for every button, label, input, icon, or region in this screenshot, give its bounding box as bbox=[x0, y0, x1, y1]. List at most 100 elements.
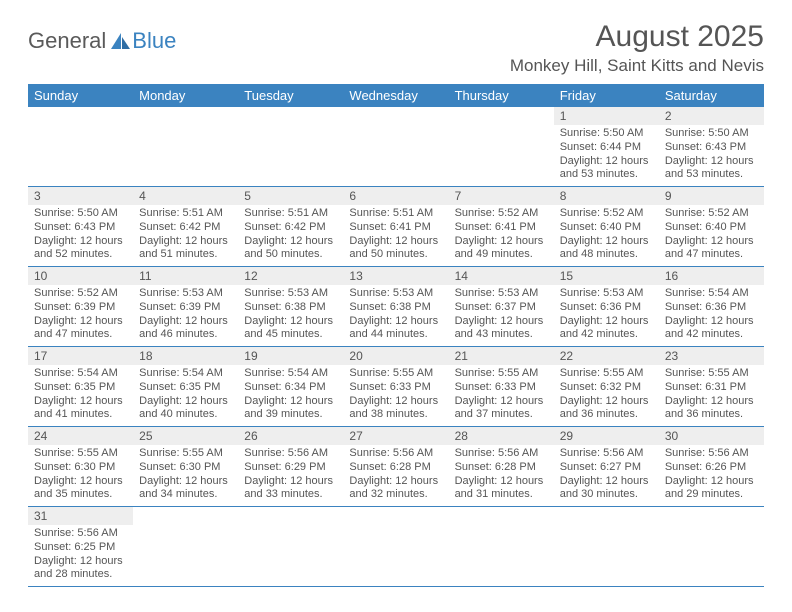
day-body: Sunrise: 5:53 AMSunset: 6:38 PMDaylight:… bbox=[238, 285, 343, 346]
calendar-cell bbox=[343, 507, 448, 587]
day-number: 20 bbox=[343, 347, 448, 365]
calendar-cell: 7Sunrise: 5:52 AMSunset: 6:41 PMDaylight… bbox=[449, 187, 554, 267]
calendar-cell: 22Sunrise: 5:55 AMSunset: 6:32 PMDayligh… bbox=[554, 347, 659, 427]
sunrise-line: Sunrise: 5:55 AM bbox=[349, 367, 442, 381]
day-number: 19 bbox=[238, 347, 343, 365]
day-number: 12 bbox=[238, 267, 343, 285]
day-number: 27 bbox=[343, 427, 448, 445]
sunrise-line: Sunrise: 5:51 AM bbox=[244, 207, 337, 221]
weekday-header: Tuesday bbox=[238, 84, 343, 107]
day-body: Sunrise: 5:54 AMSunset: 6:35 PMDaylight:… bbox=[28, 365, 133, 426]
day-body: Sunrise: 5:56 AMSunset: 6:28 PMDaylight:… bbox=[343, 445, 448, 506]
calendar-cell: 20Sunrise: 5:55 AMSunset: 6:33 PMDayligh… bbox=[343, 347, 448, 427]
daylight-line: Daylight: 12 hours and 36 minutes. bbox=[560, 395, 653, 423]
sunset-line: Sunset: 6:32 PM bbox=[560, 381, 653, 395]
calendar-cell bbox=[238, 507, 343, 587]
day-body: Sunrise: 5:53 AMSunset: 6:39 PMDaylight:… bbox=[133, 285, 238, 346]
sunset-line: Sunset: 6:41 PM bbox=[455, 221, 548, 235]
weekday-header-row: SundayMondayTuesdayWednesdayThursdayFrid… bbox=[28, 84, 764, 107]
day-body: Sunrise: 5:53 AMSunset: 6:36 PMDaylight:… bbox=[554, 285, 659, 346]
daylight-line: Daylight: 12 hours and 33 minutes. bbox=[244, 475, 337, 503]
sunset-line: Sunset: 6:37 PM bbox=[455, 301, 548, 315]
day-number: 3 bbox=[28, 187, 133, 205]
calendar-row: 1Sunrise: 5:50 AMSunset: 6:44 PMDaylight… bbox=[28, 107, 764, 187]
day-number: 6 bbox=[343, 187, 448, 205]
day-number: 17 bbox=[28, 347, 133, 365]
daylight-line: Daylight: 12 hours and 40 minutes. bbox=[139, 395, 232, 423]
calendar-cell bbox=[238, 107, 343, 187]
daylight-line: Daylight: 12 hours and 48 minutes. bbox=[560, 235, 653, 263]
logo: General Blue bbox=[28, 28, 176, 54]
daylight-line: Daylight: 12 hours and 52 minutes. bbox=[34, 235, 127, 263]
day-body: Sunrise: 5:54 AMSunset: 6:36 PMDaylight:… bbox=[659, 285, 764, 346]
day-number: 14 bbox=[449, 267, 554, 285]
daylight-line: Daylight: 12 hours and 46 minutes. bbox=[139, 315, 232, 343]
daylight-line: Daylight: 12 hours and 50 minutes. bbox=[244, 235, 337, 263]
sunrise-line: Sunrise: 5:51 AM bbox=[349, 207, 442, 221]
day-body: Sunrise: 5:55 AMSunset: 6:30 PMDaylight:… bbox=[28, 445, 133, 506]
calendar-cell: 27Sunrise: 5:56 AMSunset: 6:28 PMDayligh… bbox=[343, 427, 448, 507]
logo-text-2: Blue bbox=[132, 28, 176, 54]
sunrise-line: Sunrise: 5:52 AM bbox=[560, 207, 653, 221]
sunset-line: Sunset: 6:35 PM bbox=[34, 381, 127, 395]
calendar-body: 1Sunrise: 5:50 AMSunset: 6:44 PMDaylight… bbox=[28, 107, 764, 587]
daylight-line: Daylight: 12 hours and 35 minutes. bbox=[34, 475, 127, 503]
day-body: Sunrise: 5:50 AMSunset: 6:43 PMDaylight:… bbox=[28, 205, 133, 266]
day-number: 2 bbox=[659, 107, 764, 125]
calendar-cell bbox=[449, 107, 554, 187]
calendar-cell: 8Sunrise: 5:52 AMSunset: 6:40 PMDaylight… bbox=[554, 187, 659, 267]
day-body: Sunrise: 5:52 AMSunset: 6:40 PMDaylight:… bbox=[659, 205, 764, 266]
day-number: 31 bbox=[28, 507, 133, 525]
calendar-row: 24Sunrise: 5:55 AMSunset: 6:30 PMDayligh… bbox=[28, 427, 764, 507]
calendar-cell: 5 Sunrise: 5:51 AMSunset: 6:42 PMDaylight… bbox=[238, 187, 343, 267]
daylight-line: Daylight: 12 hours and 38 minutes. bbox=[349, 395, 442, 423]
daylight-line: Daylight: 12 hours and 44 minutes. bbox=[349, 315, 442, 343]
sunrise-line: Sunrise: 5:56 AM bbox=[244, 447, 337, 461]
sunset-line: Sunset: 6:42 PM bbox=[244, 221, 337, 235]
calendar-cell: 3Sunrise: 5:50 AMSunset: 6:43 PMDaylight… bbox=[28, 187, 133, 267]
sunrise-line: Sunrise: 5:55 AM bbox=[560, 367, 653, 381]
daylight-line: Daylight: 12 hours and 51 minutes. bbox=[139, 235, 232, 263]
header-right: August 2025 Monkey Hill, Saint Kitts and… bbox=[510, 20, 764, 80]
weekday-header: Friday bbox=[554, 84, 659, 107]
day-body: Sunrise: 5:55 AMSunset: 6:32 PMDaylight:… bbox=[554, 365, 659, 426]
weekday-header: Monday bbox=[133, 84, 238, 107]
sunrise-line: Sunrise: 5:56 AM bbox=[455, 447, 548, 461]
sunrise-line: Sunrise: 5:52 AM bbox=[665, 207, 758, 221]
calendar-cell bbox=[28, 107, 133, 187]
day-number: 5 bbox=[238, 187, 343, 205]
calendar-cell bbox=[449, 507, 554, 587]
day-body: Sunrise: 5:53 AMSunset: 6:38 PMDaylight:… bbox=[343, 285, 448, 346]
day-body: Sunrise: 5:56 AMSunset: 6:26 PMDaylight:… bbox=[659, 445, 764, 506]
day-number: 16 bbox=[659, 267, 764, 285]
day-number: 1 bbox=[554, 107, 659, 125]
sunrise-line: Sunrise: 5:54 AM bbox=[34, 367, 127, 381]
calendar-cell: 23Sunrise: 5:55 AMSunset: 6:31 PMDayligh… bbox=[659, 347, 764, 427]
page-header: General Blue August 2025 Monkey Hill, Sa… bbox=[0, 0, 792, 84]
sunrise-line: Sunrise: 5:53 AM bbox=[560, 287, 653, 301]
sunset-line: Sunset: 6:25 PM bbox=[34, 541, 127, 555]
day-body: Sunrise: 5:54 AMSunset: 6:34 PMDaylight:… bbox=[238, 365, 343, 426]
weekday-header: Thursday bbox=[449, 84, 554, 107]
sunrise-line: Sunrise: 5:56 AM bbox=[34, 527, 127, 541]
sunrise-line: Sunrise: 5:54 AM bbox=[139, 367, 232, 381]
day-body: Sunrise: 5:55 AMSunset: 6:33 PMDaylight:… bbox=[449, 365, 554, 426]
calendar-row: 3Sunrise: 5:50 AMSunset: 6:43 PMDaylight… bbox=[28, 187, 764, 267]
sunset-line: Sunset: 6:39 PM bbox=[34, 301, 127, 315]
daylight-line: Daylight: 12 hours and 47 minutes. bbox=[34, 315, 127, 343]
calendar-row: 17Sunrise: 5:54 AMSunset: 6:35 PMDayligh… bbox=[28, 347, 764, 427]
calendar-cell: 15Sunrise: 5:53 AMSunset: 6:36 PMDayligh… bbox=[554, 267, 659, 347]
daylight-line: Daylight: 12 hours and 42 minutes. bbox=[665, 315, 758, 343]
daylight-line: Daylight: 12 hours and 53 minutes. bbox=[560, 155, 653, 183]
sunset-line: Sunset: 6:40 PM bbox=[665, 221, 758, 235]
sunset-line: Sunset: 6:43 PM bbox=[34, 221, 127, 235]
calendar-cell: 17Sunrise: 5:54 AMSunset: 6:35 PMDayligh… bbox=[28, 347, 133, 427]
page-title: August 2025 bbox=[510, 20, 764, 54]
sunrise-line: Sunrise: 5:53 AM bbox=[455, 287, 548, 301]
sunrise-line: Sunrise: 5:55 AM bbox=[455, 367, 548, 381]
calendar-cell: 25Sunrise: 5:55 AMSunset: 6:30 PMDayligh… bbox=[133, 427, 238, 507]
sunrise-line: Sunrise: 5:56 AM bbox=[665, 447, 758, 461]
sunset-line: Sunset: 6:38 PM bbox=[244, 301, 337, 315]
day-number: 9 bbox=[659, 187, 764, 205]
day-body: Sunrise: 5:55 AMSunset: 6:31 PMDaylight:… bbox=[659, 365, 764, 426]
